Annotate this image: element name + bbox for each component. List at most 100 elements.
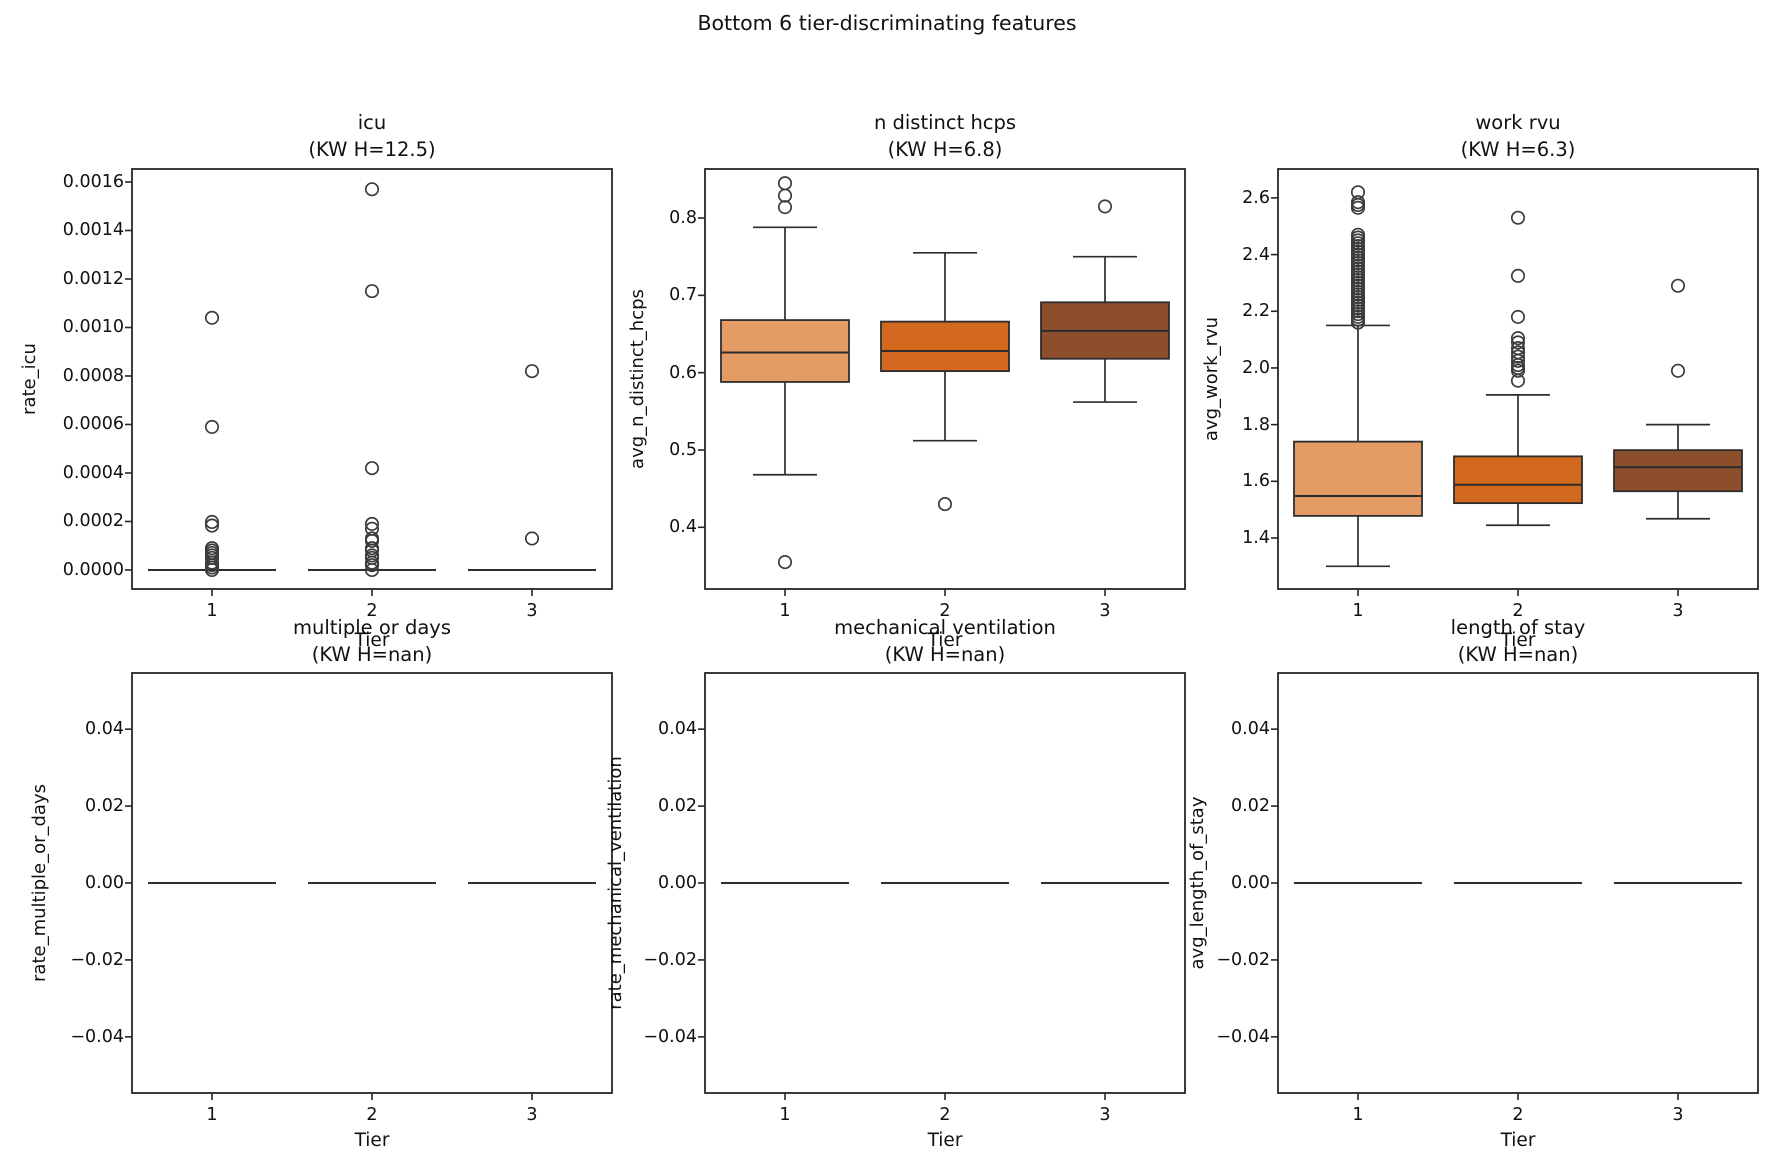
x-axis-label-work-rvu: Tier xyxy=(1500,630,1536,651)
outlier-point xyxy=(524,364,540,379)
outlier-point xyxy=(204,514,220,530)
outlier-point xyxy=(937,497,953,512)
y-tick-label-length-of-stay: 0.02 xyxy=(1231,796,1270,817)
box-body xyxy=(880,320,1010,373)
y-tick-label-mechanical-ventilation: 0.00 xyxy=(658,873,697,893)
x-tick-label-tier-2: 2 xyxy=(366,1105,378,1125)
box-tier-1 xyxy=(148,310,276,578)
outlier-point xyxy=(364,461,380,476)
plot-border xyxy=(131,168,613,590)
x-tick-label-tier-3: 3 xyxy=(1672,601,1684,621)
y-tick-label-work-rvu: 2.2 xyxy=(1242,301,1270,322)
outlier-point xyxy=(204,562,220,578)
box-body xyxy=(720,319,850,383)
x-tick-label-tier-2: 2 xyxy=(939,601,951,621)
y-tick-label-multiple-or-days: −0.02 xyxy=(70,949,124,970)
box-body xyxy=(1453,455,1583,505)
outlier-point xyxy=(1510,353,1526,368)
box-tier-3 xyxy=(468,364,596,571)
y-tick-label-mechanical-ventilation: −0.02 xyxy=(643,949,697,970)
subplot-subtitle-icu: (KW H=12.5) xyxy=(308,138,436,161)
y-tick-label-icu: 0.0016 xyxy=(62,171,124,192)
y-tick-label-n-distinct-hcps: 0.7 xyxy=(669,285,697,306)
outlier-point xyxy=(524,531,540,546)
outlier-point xyxy=(1510,335,1526,350)
box-tier-2 xyxy=(308,182,436,578)
box-tier-3 xyxy=(1613,278,1743,520)
y-tick-label-multiple-or-days: 0.02 xyxy=(85,796,124,817)
outlier-point xyxy=(364,284,380,299)
outlier-point xyxy=(1097,199,1113,214)
y-tick-label-icu: 0.0004 xyxy=(62,462,124,483)
outlier-point xyxy=(777,555,793,570)
x-tick-label-tier-3: 3 xyxy=(1672,1105,1684,1125)
outlier-point xyxy=(204,419,220,434)
subplot-title-work-rvu: work rvu xyxy=(1475,111,1561,134)
y-tick-label-n-distinct-hcps: 0.6 xyxy=(669,362,697,383)
x-axis-label-multiple-or-days: Tier xyxy=(354,1130,390,1151)
figure-title: Bottom 6 tier-discriminating features xyxy=(697,11,1077,35)
y-tick-label-work-rvu: 1.6 xyxy=(1242,471,1270,492)
subplot-subtitle-n-distinct-hcps: (KW H=6.8) xyxy=(887,138,1003,161)
x-axis-label-length-of-stay: Tier xyxy=(1500,1130,1536,1151)
y-tick-label-length-of-stay: 0.00 xyxy=(1231,873,1270,893)
outlier-point xyxy=(1350,200,1366,215)
outlier-point xyxy=(1510,309,1526,324)
y-tick-label-work-rvu: 1.8 xyxy=(1242,414,1270,435)
y-tick-label-multiple-or-days: 0.04 xyxy=(85,719,124,740)
y-tick-label-n-distinct-hcps: 0.4 xyxy=(669,517,697,538)
x-tick-label-tier-2: 2 xyxy=(939,1105,951,1125)
outlier-point xyxy=(1670,363,1686,378)
y-tick-label-length-of-stay: 0.04 xyxy=(1231,719,1270,740)
y-tick-label-icu: 0.0000 xyxy=(62,559,124,580)
outlier-point xyxy=(1510,210,1526,225)
outlier-point xyxy=(1350,315,1366,330)
plot-area-n-distinct-hcps xyxy=(698,168,1186,596)
box-tier-2 xyxy=(1453,210,1583,527)
box-body xyxy=(1293,440,1423,517)
x-tick-label-tier-3: 3 xyxy=(526,601,538,621)
subplot-title-n-distinct-hcps: n distinct hcps xyxy=(873,111,1017,134)
outlier-point xyxy=(1510,373,1526,388)
outlier-point xyxy=(1510,331,1526,346)
x-tick-label-tier-1: 1 xyxy=(779,1105,791,1125)
box-tier-2 xyxy=(880,251,1010,512)
y-tick-label-mechanical-ventilation: −0.04 xyxy=(643,1026,697,1047)
box-tier-3 xyxy=(1040,199,1170,403)
y-tick-label-mechanical-ventilation: 0.04 xyxy=(658,719,697,740)
outlier-point xyxy=(364,516,380,531)
x-axis-label-n-distinct-hcps: Tier xyxy=(927,630,963,651)
subplot-subtitle-work-rvu: (KW H=6.3) xyxy=(1460,138,1576,161)
y-tick-label-icu: 0.0002 xyxy=(62,511,124,532)
plot-area-multiple-or-days xyxy=(125,672,613,1100)
outlier-point xyxy=(1670,278,1686,293)
x-axis-label-mechanical-ventilation: Tier xyxy=(927,1130,963,1151)
subplot-title-icu: icu xyxy=(357,111,387,134)
box-body xyxy=(1613,449,1743,493)
plot-area-mechanical-ventilation xyxy=(698,672,1186,1100)
subplot-subtitle-length-of-stay: (KW H=nan) xyxy=(1457,643,1579,666)
subplot-title-multiple-or-days: multiple or days xyxy=(293,616,451,639)
outlier-point xyxy=(1510,363,1526,378)
y-tick-label-work-rvu: 2.4 xyxy=(1242,244,1270,265)
y-tick-label-multiple-or-days: 0.00 xyxy=(85,873,124,893)
y-tick-label-icu: 0.0014 xyxy=(62,220,124,241)
subplot-subtitle-mechanical-ventilation: (KW H=nan) xyxy=(884,643,1006,666)
x-tick-label-tier-1: 1 xyxy=(1352,601,1364,621)
outlier-point xyxy=(204,518,220,533)
x-axis-label-icu: Tier xyxy=(354,630,390,651)
outlier-point xyxy=(204,310,220,325)
x-tick-label-tier-1: 1 xyxy=(206,1105,218,1125)
x-tick-label-tier-3: 3 xyxy=(526,1105,538,1125)
x-tick-label-tier-1: 1 xyxy=(1352,1105,1364,1125)
box-tier-1 xyxy=(1293,185,1423,568)
x-tick-label-tier-1: 1 xyxy=(206,601,218,621)
y-tick-label-icu: 0.0010 xyxy=(62,317,124,338)
y-tick-label-icu: 0.0008 xyxy=(62,365,124,386)
y-tick-label-work-rvu: 2.0 xyxy=(1242,357,1270,378)
y-tick-label-n-distinct-hcps: 0.5 xyxy=(669,439,697,460)
x-tick-label-tier-3: 3 xyxy=(1099,1105,1111,1125)
y-tick-label-icu: 0.0012 xyxy=(62,268,124,289)
y-tick-label-work-rvu: 2.6 xyxy=(1242,187,1270,208)
